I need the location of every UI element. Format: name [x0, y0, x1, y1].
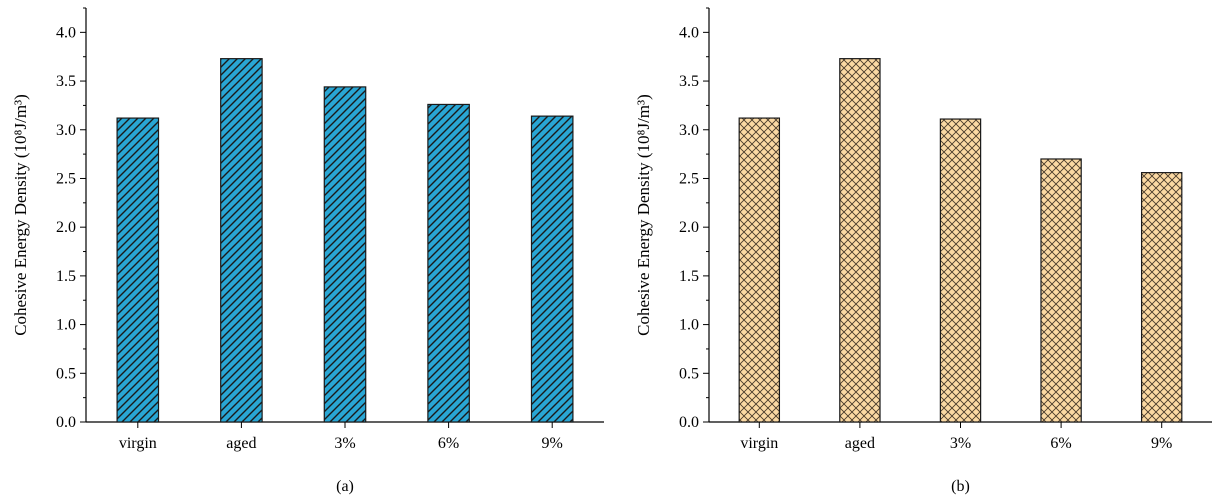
y-tick-label: 1.0 [679, 317, 699, 334]
panel-label: (b) [951, 478, 970, 495]
y-tick-label: 3.0 [56, 122, 76, 139]
y-tick-label: 2.5 [56, 170, 76, 187]
x-tick-label: 6% [438, 435, 459, 452]
bar-2 [323, 86, 367, 423]
x-tick-label: virgin [119, 435, 157, 452]
x-tick-label: virgin [740, 435, 778, 452]
y-tick-label: 0.5 [679, 365, 699, 382]
bar-4 [530, 115, 574, 423]
y-tick-label: 4.0 [679, 24, 699, 41]
y-tick-label: 0.0 [679, 414, 699, 431]
y-tick-label: 2.5 [679, 170, 699, 187]
y-tick-label: 2.0 [679, 219, 699, 236]
bar-0 [116, 117, 160, 423]
x-tick-label: 3% [950, 435, 971, 452]
bar-3 [427, 103, 470, 423]
bar-4 [1140, 172, 1183, 423]
chart-panel-a: 0.0 0.5 1.0 1.5 2.0 2.5 3.0 3.5 4.0 virgin aged 3% 6… [11, 7, 604, 495]
x-tick-label: 3% [334, 435, 355, 452]
x-tick-label: aged [226, 435, 256, 452]
y-tick-label: 0.5 [56, 365, 76, 382]
bar-1 [220, 58, 263, 423]
chart-panel-b: 0.0 0.5 1.0 1.5 2.0 2.5 3.0 3.5 4.0 virgin aged 3% 6… [634, 7, 1212, 495]
panel-label: (a) [336, 478, 354, 495]
bar-3 [1040, 158, 1082, 423]
y-tick-label: 3.0 [679, 122, 699, 139]
x-tick-label: 9% [542, 435, 563, 452]
y-axis-label: Cohesive Energy Density (10⁸J/m³) [634, 94, 653, 336]
y-axis-label: Cohesive Energy Density (10⁸J/m³) [11, 94, 30, 336]
y-tick-label: 3.5 [56, 73, 76, 90]
y-tick-label: 1.5 [679, 268, 699, 285]
y-tick-label: 1.0 [56, 317, 76, 334]
bar-2 [939, 118, 982, 423]
bar-1 [839, 58, 881, 423]
x-tick-label: 9% [1151, 435, 1172, 452]
bar-0 [738, 117, 781, 423]
y-tick-label: 0.0 [56, 414, 76, 431]
y-tick-label: 4.0 [56, 24, 76, 41]
y-tick-label: 1.5 [56, 268, 76, 285]
y-tick-label: 2.0 [56, 219, 76, 236]
x-tick-label: aged [845, 435, 875, 452]
y-tick-label: 3.5 [679, 73, 699, 90]
x-tick-label: 6% [1050, 435, 1071, 452]
